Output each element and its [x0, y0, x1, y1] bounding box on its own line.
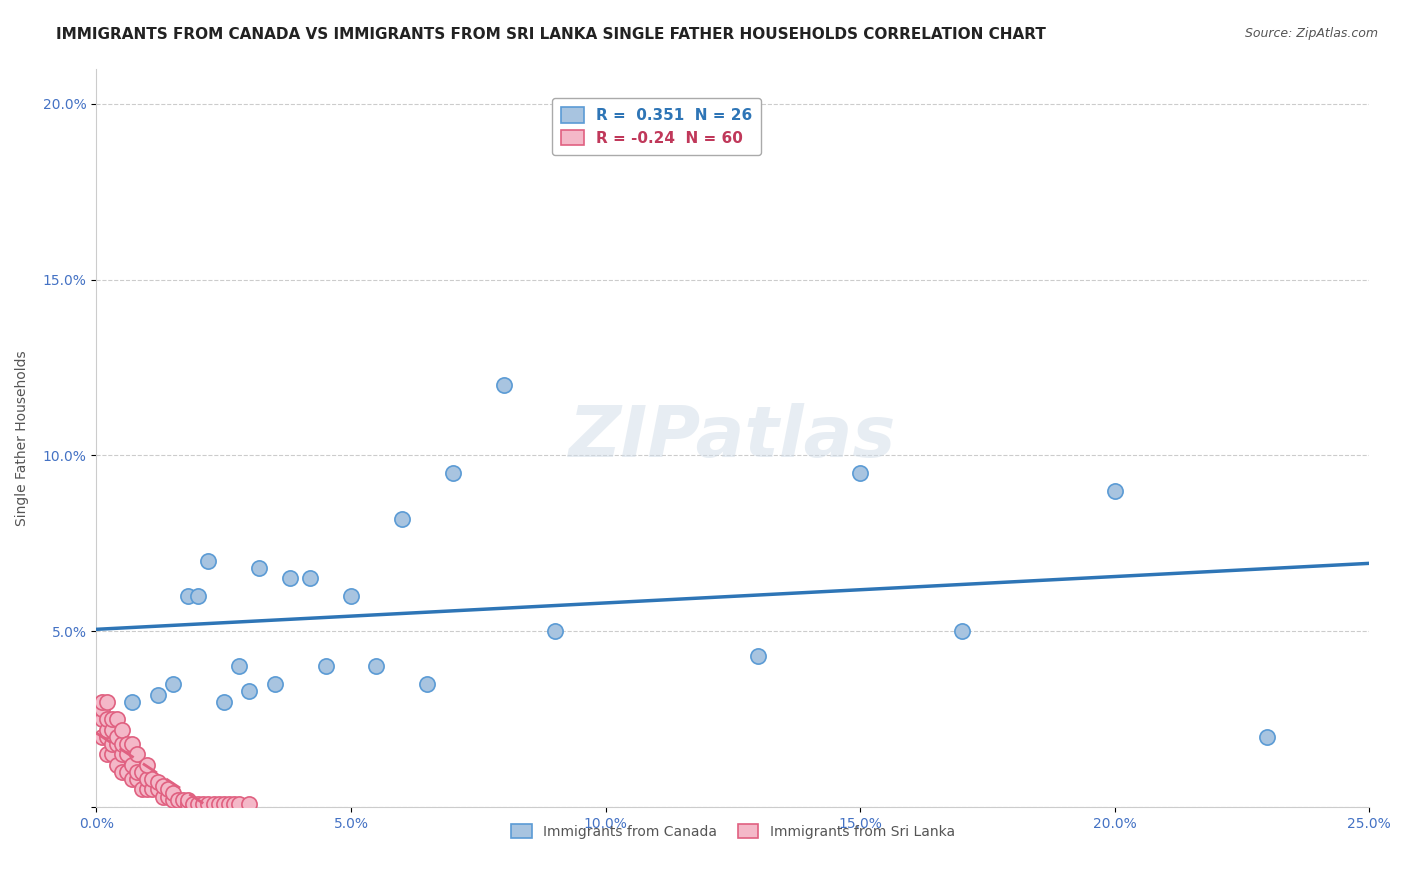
Point — [222, 797, 245, 811]
Point — [141, 772, 163, 786]
Point — [416, 677, 439, 691]
Point — [193, 797, 215, 811]
Point — [187, 589, 209, 603]
Point — [100, 737, 122, 751]
Point — [127, 747, 149, 762]
Point — [105, 712, 128, 726]
Point — [115, 747, 138, 762]
Point — [96, 730, 118, 744]
Point — [177, 589, 200, 603]
Point — [278, 571, 301, 585]
Point — [127, 764, 149, 779]
Point — [162, 677, 184, 691]
Point — [299, 571, 322, 585]
Point — [141, 782, 163, 797]
Point — [131, 782, 153, 797]
Point — [111, 723, 134, 737]
Point — [136, 782, 159, 797]
Point — [202, 797, 225, 811]
Point — [177, 793, 200, 807]
Point — [152, 779, 174, 793]
Point — [238, 684, 260, 698]
Point — [96, 694, 118, 708]
Point — [90, 701, 112, 715]
Point — [115, 737, 138, 751]
Point — [197, 554, 219, 568]
Point — [121, 737, 143, 751]
Point — [105, 757, 128, 772]
Point — [96, 723, 118, 737]
Point — [1104, 483, 1126, 498]
Point — [391, 511, 413, 525]
Point — [136, 757, 159, 772]
Point — [111, 747, 134, 762]
Point — [115, 764, 138, 779]
Point — [146, 782, 169, 797]
Point — [90, 712, 112, 726]
Text: ZIPatlas: ZIPatlas — [569, 403, 897, 472]
Point — [747, 648, 769, 663]
Point — [96, 747, 118, 762]
Point — [181, 797, 204, 811]
Point — [146, 688, 169, 702]
Point — [950, 624, 973, 639]
Y-axis label: Single Father Households: Single Father Households — [15, 350, 30, 525]
Point — [167, 793, 190, 807]
Point — [121, 757, 143, 772]
Point — [263, 677, 285, 691]
Point — [208, 797, 231, 811]
Point — [121, 772, 143, 786]
Point — [849, 466, 872, 480]
Point — [340, 589, 363, 603]
Point — [90, 694, 112, 708]
Point — [121, 694, 143, 708]
Point — [441, 466, 464, 480]
Point — [492, 378, 515, 392]
Point — [100, 712, 122, 726]
Point — [197, 797, 219, 811]
Text: IMMIGRANTS FROM CANADA VS IMMIGRANTS FROM SRI LANKA SINGLE FATHER HOUSEHOLDS COR: IMMIGRANTS FROM CANADA VS IMMIGRANTS FRO… — [56, 27, 1046, 42]
Point — [111, 764, 134, 779]
Point — [152, 789, 174, 804]
Point — [162, 793, 184, 807]
Point — [315, 659, 337, 673]
Point — [96, 712, 118, 726]
Point — [228, 797, 250, 811]
Point — [1256, 730, 1278, 744]
Point — [177, 797, 200, 811]
Point — [218, 797, 240, 811]
Text: Source: ZipAtlas.com: Source: ZipAtlas.com — [1244, 27, 1378, 40]
Point — [172, 793, 194, 807]
Point — [131, 764, 153, 779]
Point — [543, 624, 565, 639]
Point — [156, 789, 179, 804]
Point — [136, 772, 159, 786]
Point — [212, 694, 235, 708]
Point — [90, 730, 112, 744]
Point — [156, 782, 179, 797]
Point — [105, 730, 128, 744]
Point — [127, 772, 149, 786]
Legend: Immigrants from Canada, Immigrants from Sri Lanka: Immigrants from Canada, Immigrants from … — [505, 819, 960, 845]
Point — [162, 786, 184, 800]
Point — [146, 775, 169, 789]
Point — [100, 723, 122, 737]
Point — [366, 659, 388, 673]
Point — [187, 797, 209, 811]
Point — [238, 797, 260, 811]
Point — [111, 737, 134, 751]
Point — [228, 659, 250, 673]
Point — [105, 737, 128, 751]
Point — [212, 797, 235, 811]
Point — [247, 561, 270, 575]
Point — [100, 747, 122, 762]
